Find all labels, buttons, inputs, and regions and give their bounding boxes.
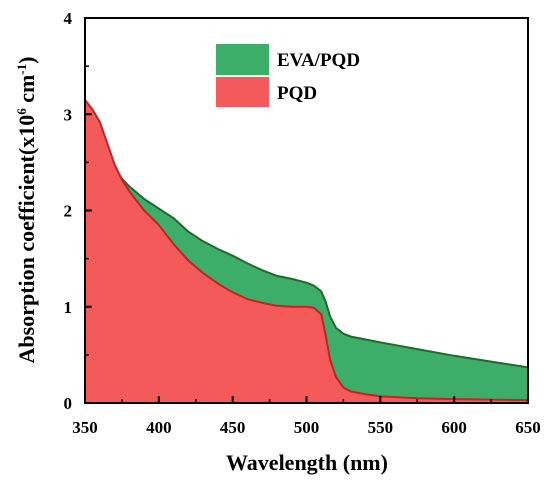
y-tick-label: 2 <box>64 202 73 221</box>
x-tick-label: 400 <box>146 418 172 437</box>
y-axis: 0 1 2 3 4 <box>64 9 92 413</box>
x-tick-label: 350 <box>72 418 98 437</box>
legend-label-eva-pqd: EVA/PQD <box>277 50 360 71</box>
y-tick-label: 4 <box>64 9 73 28</box>
legend-swatch-eva-pqd <box>216 44 269 75</box>
series-area-pqd <box>85 99 528 404</box>
series-line-pqd <box>84 99 529 402</box>
x-tick-label: 550 <box>368 418 394 437</box>
x-axis-title: Wavelength (nm) <box>226 450 388 475</box>
legend: EVA/PQD PQD <box>216 44 360 107</box>
x-tick-label: 450 <box>220 418 246 437</box>
y-tick-label: 0 <box>64 394 73 413</box>
x-tick-label: 600 <box>441 418 467 437</box>
area-fills <box>84 99 529 404</box>
y-tick-label: 3 <box>64 105 73 124</box>
x-axis: 350 400 450 500 550 600 650 <box>72 396 541 437</box>
y-tick-label: 1 <box>64 298 73 317</box>
x-tick-label: 500 <box>294 418 320 437</box>
x-tick-label: 650 <box>515 418 541 437</box>
legend-swatch-pqd <box>216 77 269 107</box>
legend-label-pqd: PQD <box>277 83 317 104</box>
y-axis-title: Absorption coefficient(x106 cm-1) <box>14 57 39 364</box>
